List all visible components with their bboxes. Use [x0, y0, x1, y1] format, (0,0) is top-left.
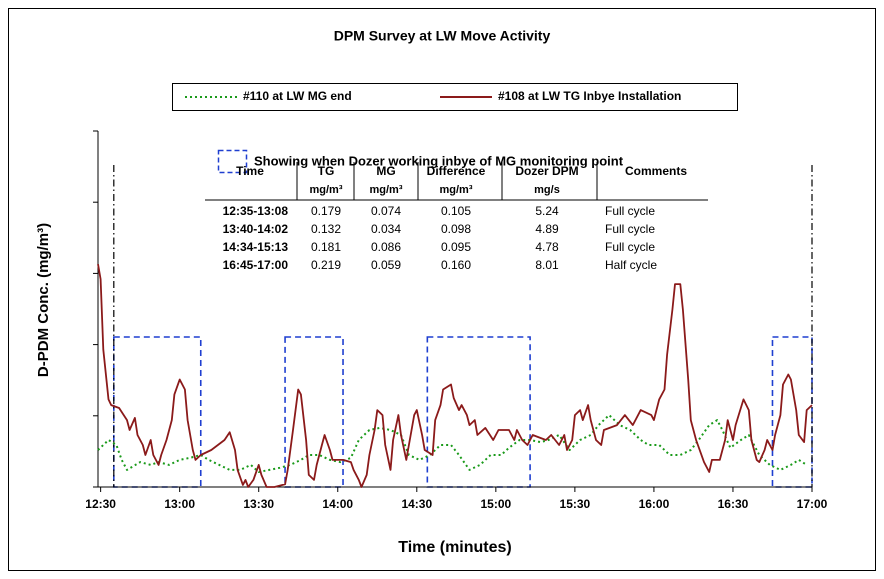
- table-cell: Half cycle: [605, 258, 657, 272]
- table-cell: 4.78: [535, 240, 559, 254]
- table-header: Comments: [625, 164, 687, 178]
- x-tick-label: 13:30: [243, 497, 274, 511]
- table-cell: 0.074: [371, 204, 401, 218]
- x-tick-label: 15:30: [560, 497, 591, 511]
- note: Showing when Dozer working inbye of MG m…: [254, 153, 624, 168]
- table-header: Difference: [427, 164, 486, 178]
- table-header: MG: [376, 164, 395, 178]
- table-header: TG: [318, 164, 335, 178]
- table-cell: 4.89: [535, 222, 559, 236]
- table-cell: 0.181: [311, 240, 341, 254]
- table-cell: 0.095: [441, 240, 471, 254]
- x-tick-label: 14:30: [401, 497, 432, 511]
- x-tick-label: 14:00: [322, 497, 353, 511]
- table-cell: 0.219: [311, 258, 341, 272]
- table-cell: 0.098: [441, 222, 471, 236]
- x-tick-label: 16:00: [639, 497, 670, 511]
- table-unit: mg/m³: [310, 184, 343, 196]
- y-axis-label: D-PDM Conc. (mg/m³): [35, 223, 52, 377]
- table-cell: 16:45-17:00: [223, 258, 289, 272]
- table-cell: Full cycle: [605, 240, 655, 254]
- table-cell: 0.034: [371, 222, 401, 236]
- chart-title: DPM Survey at LW Move Activity: [334, 28, 551, 44]
- legend-label: #110 at LW MG end: [243, 89, 352, 103]
- table-cell: Full cycle: [605, 222, 655, 236]
- x-tick-label: 12:30: [85, 497, 116, 511]
- data-line: [97, 414, 808, 473]
- x-tick-label: 17:00: [797, 497, 828, 511]
- table-unit: mg/m³: [370, 184, 403, 196]
- table-cell: Full cycle: [605, 204, 655, 218]
- x-tick-label: 15:00: [480, 497, 511, 511]
- table-cell: 0.132: [311, 222, 341, 236]
- data-line: [97, 263, 813, 488]
- table-cell: 0.179: [311, 204, 341, 218]
- table-cell: 0.086: [371, 240, 401, 254]
- table-cell: 0.059: [371, 258, 401, 272]
- note-swatch: [217, 149, 248, 174]
- table-cell: 0.160: [441, 258, 471, 272]
- table-cell: 13:40-14:02: [223, 222, 289, 236]
- table-header: Dozer DPM: [515, 164, 578, 178]
- table-cell: 5.24: [535, 204, 559, 218]
- table-unit: mg/m³: [440, 184, 473, 196]
- x-axis-label: Time (minutes): [398, 539, 512, 556]
- x-tick-label: 13:00: [164, 497, 195, 511]
- table-unit: mg/s: [534, 184, 560, 196]
- dozer-period: [284, 336, 344, 488]
- table-cell: 14:34-15:13: [223, 240, 289, 254]
- legend-label: #108 at LW TG Inbye Installation: [498, 89, 681, 103]
- table-cell: 12:35-13:08: [223, 204, 289, 218]
- table-cell: 8.01: [535, 258, 559, 272]
- x-tick-label: 16:30: [718, 497, 749, 511]
- table-header: Time: [236, 164, 264, 178]
- table-cell: 0.105: [441, 204, 471, 218]
